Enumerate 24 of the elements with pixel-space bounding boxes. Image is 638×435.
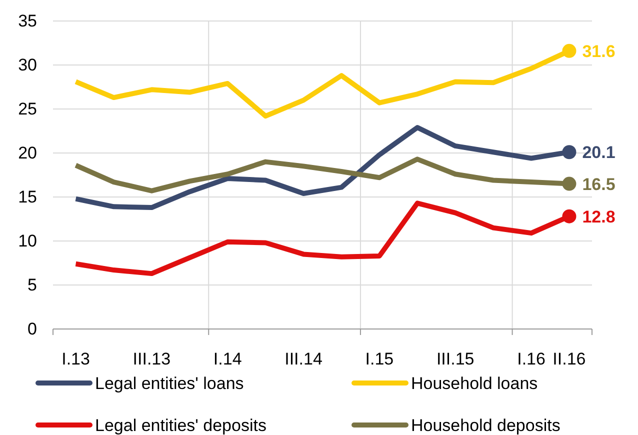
x-tick-label: III.14: [284, 349, 322, 368]
x-tick-label: III.13: [132, 349, 171, 368]
x-tick-label: I.13: [62, 349, 90, 368]
y-tick-label: 25: [18, 99, 37, 118]
x-tick-label: II.16: [552, 349, 586, 368]
x-tick-label: I.16: [517, 349, 546, 368]
data-label: 31.6: [582, 42, 616, 61]
data-label: 20.1: [582, 143, 616, 162]
y-tick-label: 5: [28, 275, 37, 294]
x-tick-label: III.15: [436, 349, 474, 368]
y-tick-label: 30: [18, 55, 37, 74]
legend-label: Legal entities' loans: [95, 374, 244, 393]
x-tick-label: I.15: [365, 349, 394, 368]
y-tick-label: 0: [28, 319, 37, 338]
y-tick-label: 10: [18, 231, 37, 250]
legend-label: Household deposits: [411, 416, 560, 435]
y-tick-label: 35: [18, 11, 37, 30]
x-tick-label: I.14: [213, 349, 242, 368]
y-tick-label: 20: [18, 143, 37, 162]
legend-label: Household loans: [411, 374, 538, 393]
data-label: 16.5: [582, 174, 616, 194]
y-tick-label: 15: [18, 187, 37, 206]
data-label: 12.8: [582, 207, 616, 226]
legend-label: Legal entities' deposits: [95, 416, 266, 435]
